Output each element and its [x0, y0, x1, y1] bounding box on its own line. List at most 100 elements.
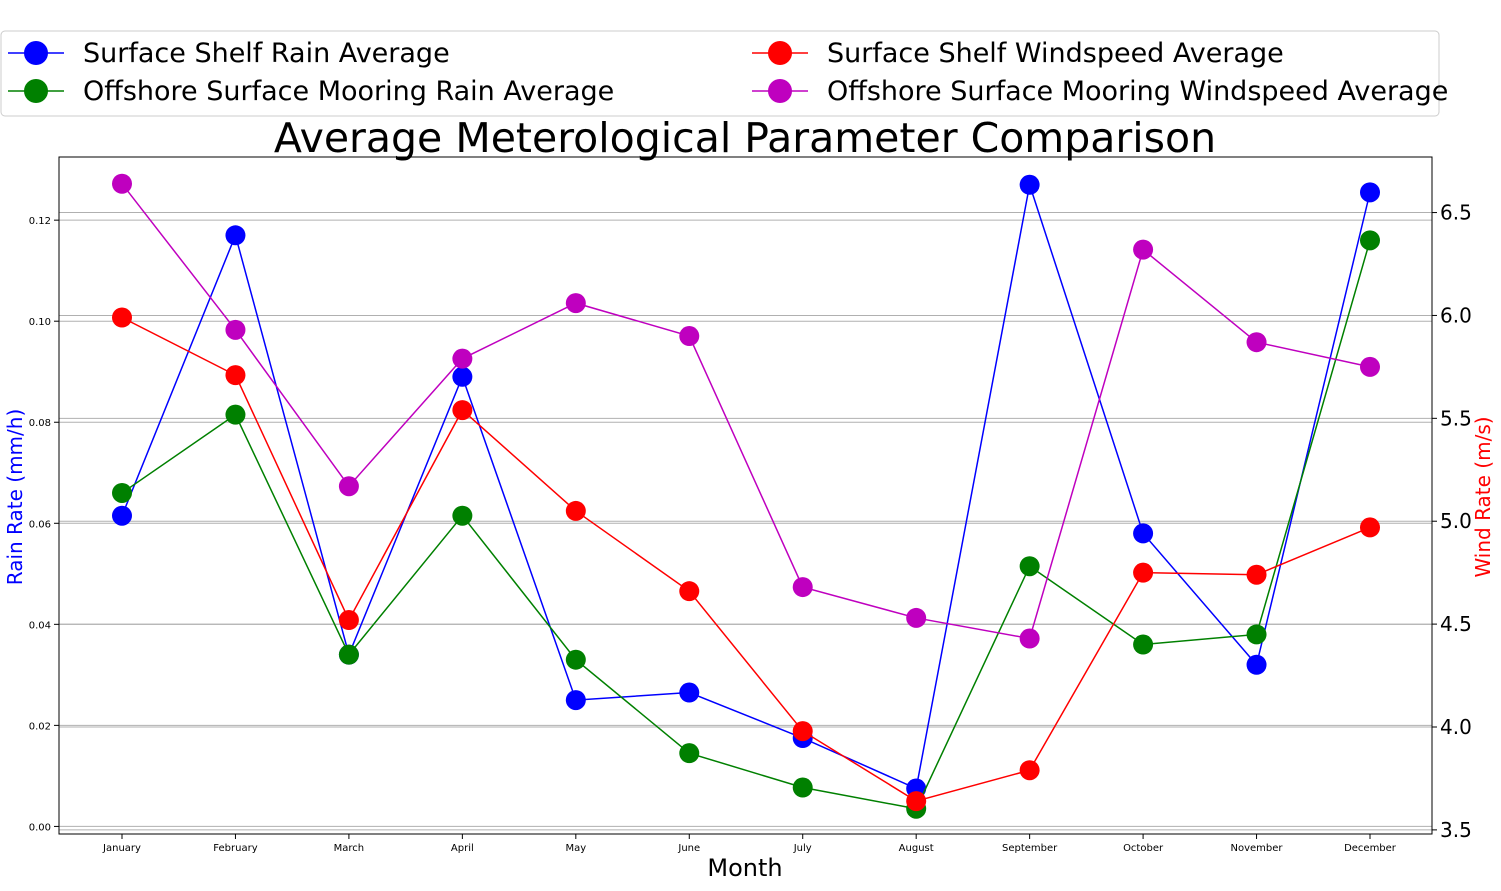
data-point — [906, 607, 927, 628]
right-tick-label: 4.0 — [1440, 715, 1472, 739]
data-point — [112, 173, 132, 194]
data-point — [792, 777, 813, 798]
legend-label: Surface Shelf Windspeed Average — [827, 38, 1284, 69]
right-tick-label: 4.5 — [1440, 612, 1472, 636]
right-tick-label: 5.5 — [1440, 406, 1472, 430]
left-tick-label: 0.06 — [29, 519, 51, 530]
series-layer — [112, 173, 1380, 819]
series-line — [121, 316, 1371, 802]
data-point — [1133, 239, 1154, 260]
data-point — [1360, 230, 1380, 251]
data-point — [225, 225, 246, 246]
data-point — [1019, 174, 1040, 195]
data-point — [679, 682, 700, 703]
left-y-axis: 0.00 0.02 0.04 0.06 0.08 0.10 0.12 — [29, 216, 59, 833]
data-point — [565, 293, 586, 314]
series-group — [112, 173, 1380, 649]
right-tick-label: 6.0 — [1440, 303, 1472, 327]
legend-item: Offshore Surface Mooring Windspeed Avera… — [752, 76, 1448, 107]
data-point — [1133, 634, 1154, 655]
data-point — [565, 500, 586, 521]
data-point — [565, 649, 586, 670]
legend-marker — [24, 79, 48, 103]
left-tick-label: 0.02 — [29, 721, 51, 732]
left-tick-label: 0.08 — [29, 418, 51, 429]
plot-area — [58, 156, 1433, 835]
x-tick-label: April — [451, 843, 474, 854]
data-point — [792, 721, 813, 742]
series-group — [112, 307, 1380, 812]
x-tick-label: July — [793, 843, 812, 854]
data-point — [452, 366, 473, 387]
data-point — [1360, 356, 1380, 377]
data-point — [1019, 556, 1040, 577]
data-point — [452, 400, 473, 421]
legend-label: Surface Shelf Rain Average — [83, 38, 450, 69]
left-tick-label: 0.00 — [29, 822, 51, 833]
data-point — [338, 476, 359, 497]
legend-marker — [24, 41, 48, 65]
x-tick-label: February — [213, 843, 257, 854]
right-tick-label: 6.5 — [1440, 201, 1472, 225]
data-point — [225, 365, 246, 386]
data-point — [452, 348, 473, 369]
legend: Surface Shelf Rain Average Surface Shelf … — [0, 30, 1448, 117]
data-point — [565, 690, 586, 711]
legend-marker — [768, 41, 792, 65]
legend-item: Surface Shelf Windspeed Average — [752, 38, 1284, 69]
x-tick-label: November — [1231, 843, 1284, 854]
data-point — [679, 743, 700, 764]
x-axis-label: Month — [707, 854, 782, 882]
x-axis: January February March April May June July Augu… — [102, 834, 1397, 854]
legend-box — [0, 30, 1440, 117]
data-point — [1360, 517, 1380, 538]
data-point — [452, 505, 473, 526]
data-point — [1360, 182, 1380, 203]
data-point — [112, 482, 132, 503]
series-group — [112, 174, 1380, 799]
x-tick-label: May — [565, 843, 586, 854]
legend-item: Surface Shelf Rain Average — [8, 38, 450, 69]
data-point — [679, 326, 700, 347]
left-tick-label: 0.12 — [29, 216, 51, 227]
x-tick-label: December — [1344, 843, 1397, 854]
right-y-axis: 3.5 4.0 4.5 5.0 5.5 6.0 6.5 — [1432, 201, 1472, 842]
legend-marker — [768, 79, 792, 103]
x-tick-label: October — [1123, 843, 1164, 854]
x-tick-label: September — [1002, 843, 1058, 854]
legend-item: Offshore Surface Mooring Rain Average — [8, 76, 614, 107]
data-point — [1246, 564, 1267, 585]
x-tick-label: March — [334, 843, 364, 854]
data-point — [338, 609, 359, 630]
data-point — [225, 404, 246, 425]
legend-label: Offshore Surface Mooring Windspeed Avera… — [827, 76, 1448, 107]
series-line — [121, 183, 1371, 640]
data-point — [1019, 628, 1040, 649]
data-point — [338, 644, 359, 665]
data-point — [112, 307, 132, 328]
series-group — [112, 230, 1380, 819]
right-tick-label: 5.0 — [1440, 509, 1472, 533]
left-y-axis-label: Rain Rate (mm/h) — [3, 409, 27, 586]
data-point — [906, 791, 927, 812]
x-tick-label: January — [102, 843, 141, 854]
left-tick-label: 0.10 — [29, 317, 51, 328]
right-y-axis-label: Wind Rate (m/s) — [1471, 416, 1495, 577]
data-point — [792, 577, 813, 598]
series-line — [121, 184, 1371, 790]
data-point — [225, 319, 246, 340]
data-point — [1133, 523, 1154, 544]
data-point — [679, 581, 700, 602]
chart-title: Average Meterological Parameter Comparis… — [274, 114, 1216, 162]
data-point — [1246, 624, 1267, 645]
data-point — [1246, 654, 1267, 675]
x-tick-label: June — [677, 843, 700, 854]
data-point — [1246, 332, 1267, 353]
x-tick-label: August — [899, 843, 934, 854]
series-line — [121, 240, 1371, 810]
legend-label: Offshore Surface Mooring Rain Average — [83, 76, 614, 107]
data-point — [112, 505, 132, 526]
left-tick-label: 0.04 — [29, 620, 51, 631]
